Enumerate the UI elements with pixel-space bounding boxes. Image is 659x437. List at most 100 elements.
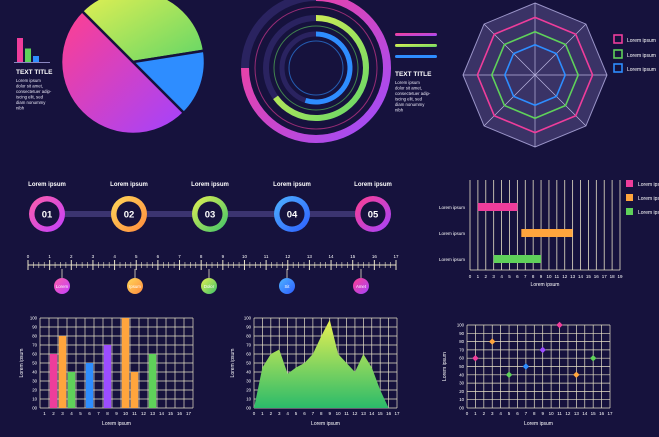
y-axis-title: Lorem ipsum <box>19 349 25 378</box>
mini-bar <box>33 56 39 62</box>
radar-series <box>476 16 594 134</box>
ring-arc <box>273 15 369 121</box>
radial-ring-chart <box>241 0 391 143</box>
y-tick-label: 60 <box>459 356 464 361</box>
x-tick-label: 11 <box>132 411 137 416</box>
x-tick-label: 17 <box>186 411 192 416</box>
ruler-tick-label: 14 <box>329 254 335 259</box>
x-tick-label: 14 <box>578 274 584 279</box>
y-tick-label: 30 <box>459 381 464 386</box>
marker-dot <box>353 278 369 294</box>
x-tick-label: 13 <box>574 411 580 416</box>
radar-series <box>490 30 580 120</box>
radar-spoke <box>483 74 536 127</box>
x-tick-label: 15 <box>591 411 597 416</box>
x-tick-label: 0 <box>253 411 256 416</box>
y-tick-label: 100 <box>244 316 252 321</box>
x-tick-label: 15 <box>168 411 174 416</box>
y-tick-label: 40 <box>459 372 464 377</box>
x-tick-label: 5 <box>79 411 82 416</box>
x-tick-label: 3 <box>278 411 281 416</box>
bar <box>103 345 112 408</box>
y-tick-label: 90 <box>246 325 251 330</box>
ruler-tick-label: 0 <box>27 254 30 259</box>
y-tick-label: 20 <box>459 389 464 394</box>
x-tick-label: 17 <box>602 274 608 279</box>
ring-arc <box>304 31 353 105</box>
text-body-left: Lorem ipsum dolor sit amet, consectetuer… <box>16 78 52 111</box>
marker-label: Amet <box>356 284 367 289</box>
step-label: Lorem ipsum <box>191 182 229 188</box>
y-tick-label: 00 <box>246 406 251 411</box>
legend-label: Lorem ipsum <box>627 53 656 59</box>
y-axis-title: Lorem ipsum <box>230 349 236 378</box>
x-axis-title: Lorem ipsum <box>102 421 131 427</box>
legend-swatch-pink <box>613 34 623 44</box>
y-tick-label: 50 <box>32 361 37 366</box>
h-bar <box>521 229 573 237</box>
legend-line-blue <box>395 55 437 58</box>
legend-label: Lorem ipsum <box>638 210 659 216</box>
x-tick-label: 9 <box>115 411 118 416</box>
ruler-tick-label: 13 <box>307 254 313 259</box>
radar-legend: Lorem ipsum Lorem ipsum Lorem ipsum <box>613 34 656 73</box>
y-tick-label: 40 <box>246 370 251 375</box>
x-tick-label: 2 <box>485 274 488 279</box>
step-number: 04 <box>287 210 298 221</box>
y-tick-label: 10 <box>32 397 37 402</box>
ring-guide <box>273 25 359 111</box>
x-tick-label: 4 <box>500 274 503 279</box>
y-tick-label: 50 <box>459 364 464 369</box>
legend-label: Lorem ipsum <box>638 196 659 202</box>
x-tick-label: 12 <box>562 274 568 279</box>
text-line: Lorem ipsum <box>16 78 41 83</box>
marker-label: Ipsum <box>129 284 141 289</box>
scatter-point <box>472 355 479 362</box>
y-tick-label: 20 <box>246 388 251 393</box>
x-tick-label: 19 <box>617 274 623 279</box>
x-tick-label: 5 <box>508 411 511 416</box>
ruler-tick-label: 17 <box>393 254 399 259</box>
x-tick-label: 10 <box>336 411 342 416</box>
y-tick-label: 60 <box>246 352 251 357</box>
x-tick-label: 8 <box>320 411 323 416</box>
ruler-tick-label: 9 <box>222 254 225 259</box>
x-tick-label: 1 <box>261 411 264 416</box>
ruler-tick-label: 4 <box>113 254 116 259</box>
x-tick-label: 18 <box>610 274 616 279</box>
marker-dot <box>127 278 143 294</box>
pie-slice <box>59 9 186 136</box>
radar-spoke <box>534 74 587 127</box>
step-number: 01 <box>42 210 53 221</box>
step-number: 05 <box>368 210 379 221</box>
y-tick-label: 90 <box>459 331 464 336</box>
x-tick-label: 3 <box>492 274 495 279</box>
marker-dot <box>54 278 70 294</box>
x-tick-label: 0 <box>466 411 469 416</box>
x-axis-title: Lorem ipsum <box>531 282 560 288</box>
text-line: nibh <box>395 108 404 113</box>
ruler-tick-label: 2 <box>70 254 73 259</box>
x-tick-label: 10 <box>549 411 555 416</box>
ruler-tick-label: 11 <box>264 254 269 259</box>
x-tick-label: 17 <box>607 411 613 416</box>
x-tick-label: 2 <box>270 411 273 416</box>
bar <box>49 354 58 408</box>
scatter-point <box>522 363 530 370</box>
x-tick-label: 6 <box>303 411 306 416</box>
step-inner <box>279 201 305 227</box>
legend-label: Lorem ipsum <box>638 182 659 188</box>
ruler-tick-label: 15 <box>350 254 356 259</box>
x-tick-label: 12 <box>352 411 358 416</box>
x-tick-label: 6 <box>516 274 519 279</box>
x-tick-label: 13 <box>361 411 367 416</box>
x-axis-title: Lorem ipsum <box>524 421 553 427</box>
ruler-tick-label: 16 <box>372 254 378 259</box>
x-tick-label: 9 <box>540 274 543 279</box>
x-tick-label: 7 <box>312 411 315 416</box>
ruler-tick-label: 8 <box>200 254 203 259</box>
step-label: Lorem ipsum <box>354 182 392 188</box>
y-tick-label: 30 <box>246 379 251 384</box>
